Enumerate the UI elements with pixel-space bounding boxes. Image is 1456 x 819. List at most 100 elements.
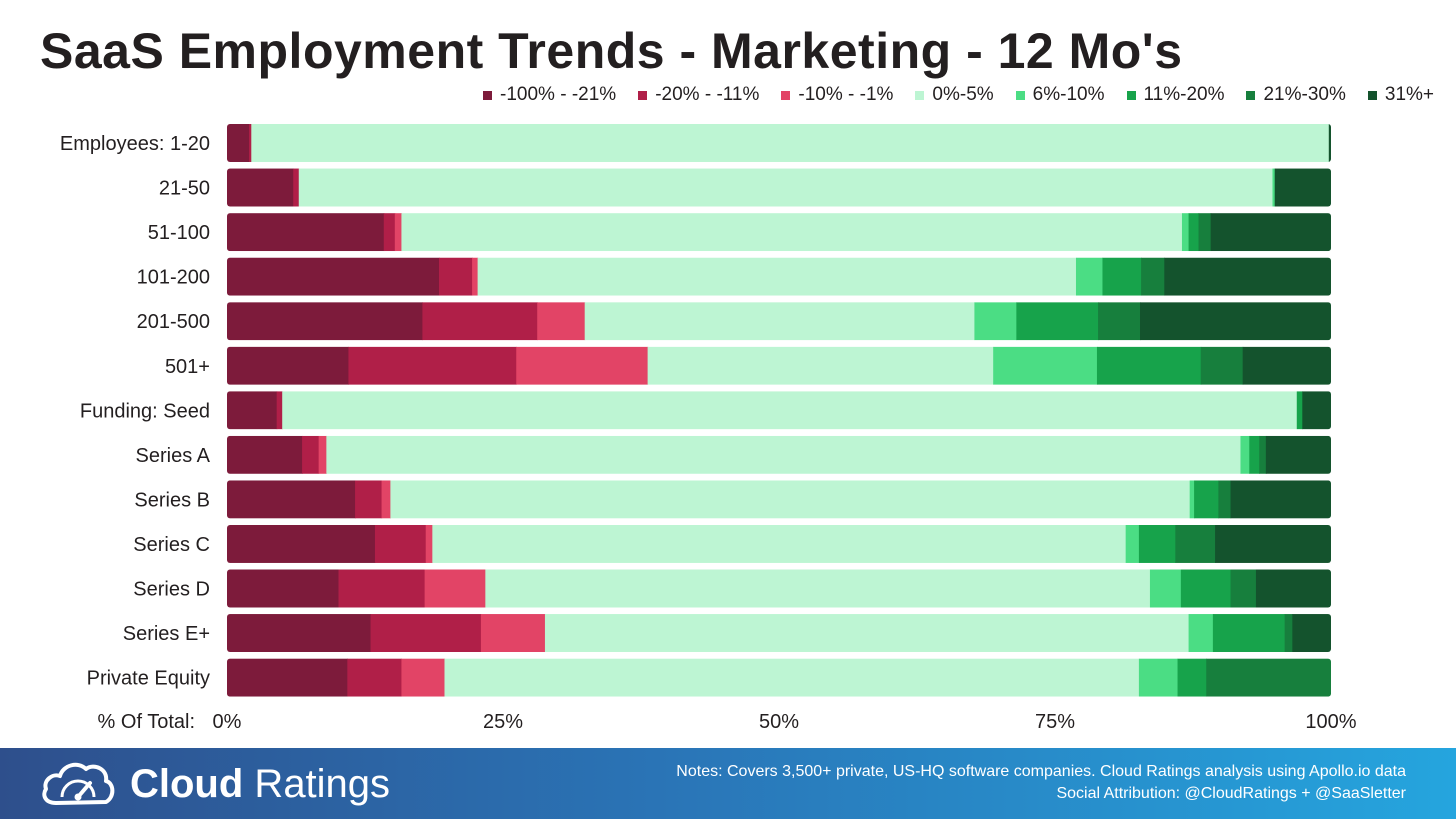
x-axis-label: % Of Total: — [98, 711, 195, 733]
bar-row — [227, 257, 1331, 296]
bar-segment — [381, 480, 391, 519]
category-label: 51-100 — [148, 222, 210, 244]
bar-segment — [401, 213, 1183, 252]
legend-swatch — [915, 90, 925, 100]
chart-title: SaaS Employment Trends - Marketing - 12 … — [40, 23, 1183, 79]
stacked-bar-chart: Employees: 1-20 21-50 51-100 101-200 201-500… — [60, 124, 1357, 733]
category-label: 101-200 — [137, 267, 210, 289]
bar-segment — [444, 658, 1140, 697]
bar-segment — [1255, 569, 1331, 608]
category-label: 501+ — [165, 356, 210, 378]
bar-segment — [1138, 658, 1179, 697]
bar-segment — [374, 524, 427, 563]
category-label: Funding: Seed — [80, 400, 210, 422]
category-label: Series C — [133, 534, 210, 556]
legend-item: 0%-5% — [915, 84, 994, 106]
x-tick-label: 100% — [1305, 711, 1356, 733]
bar-segment — [1098, 302, 1141, 341]
x-axis: % Of Total: 0% 25% 50% 75% 100% — [98, 711, 1357, 733]
bar-segment — [1188, 213, 1200, 252]
bar-row — [227, 124, 1331, 162]
legend-swatch — [1367, 90, 1377, 100]
bar-segment — [1206, 658, 1331, 697]
category-labels: Employees: 1-20 21-50 51-100 101-200 201-500… — [60, 133, 211, 690]
bar-segment — [227, 524, 376, 563]
bar-segment — [1141, 257, 1165, 296]
bar-segment — [1189, 480, 1195, 519]
notes-line: Notes: Covers 3,500+ private, US-HQ soft… — [676, 763, 1406, 780]
brand-name: Cloud Ratings — [130, 762, 390, 807]
bar-segment — [1272, 168, 1276, 207]
bar-area — [227, 124, 1331, 697]
bar-segment — [1215, 524, 1331, 563]
bar-segment — [1292, 614, 1331, 653]
legend-swatch — [1015, 90, 1025, 100]
bar-segment — [282, 391, 1298, 430]
legend-item: -100% - -21% — [483, 84, 616, 106]
bar-segment — [302, 435, 320, 474]
category-label: Series D — [133, 579, 210, 601]
bar-segment — [338, 569, 426, 608]
x-tick-label: 0% — [213, 711, 242, 733]
bar-segment — [394, 213, 403, 252]
bar-segment — [422, 302, 538, 341]
legend-item: 31%+ — [1367, 84, 1434, 106]
bar-segment — [227, 435, 303, 474]
legend-label: 31%+ — [1384, 84, 1434, 105]
bar-row — [227, 391, 1331, 430]
bar-segment — [1177, 658, 1207, 697]
bar-segment — [1230, 480, 1331, 519]
bar-segment — [1242, 346, 1331, 385]
category-label: Employees: 1-20 — [60, 133, 210, 155]
bar-segment — [477, 257, 1077, 296]
bar-segment — [1284, 614, 1293, 653]
bar-segment — [647, 346, 994, 385]
bar-segment — [401, 658, 446, 697]
bar-row — [227, 480, 1331, 519]
legend-label: -100% - -21% — [500, 84, 617, 105]
bar-segment — [227, 346, 350, 385]
bar-segment — [1075, 257, 1104, 296]
bar-segment — [1212, 614, 1286, 653]
cloud-gauge-icon — [42, 762, 115, 805]
bar-segment — [227, 213, 385, 252]
bar-segment — [584, 302, 976, 341]
bar-segment — [1149, 569, 1182, 608]
legend-swatch — [781, 90, 791, 100]
bar-segment — [1296, 391, 1303, 430]
legend-swatch — [638, 90, 648, 100]
bar-segment — [537, 302, 586, 341]
bar-segment — [485, 569, 1151, 608]
legend-swatch — [1126, 90, 1136, 100]
category-label: Series E+ — [123, 623, 210, 645]
legend-label: 0%-5% — [932, 84, 994, 105]
footer-banner: Cloud Ratings Notes: Covers 3,500+ priva… — [0, 748, 1456, 819]
category-label: Series B — [134, 489, 210, 511]
bar-segment — [1016, 302, 1099, 341]
bar-segment — [1102, 257, 1142, 296]
bar-segment — [251, 124, 1330, 162]
bar-segment — [1194, 480, 1219, 519]
bar-segment — [424, 569, 486, 608]
category-label: 21-50 — [159, 178, 210, 200]
bar-row — [227, 435, 1331, 474]
footer-notes: Notes: Covers 3,500+ private, US-HQ soft… — [676, 761, 1406, 805]
bar-segment — [425, 524, 433, 563]
bar-segment — [348, 346, 517, 385]
bar-segment — [438, 257, 473, 296]
bar-segment — [298, 168, 1274, 207]
category-label: 201-500 — [137, 311, 210, 333]
bar-segment — [1210, 213, 1331, 252]
bar-segment — [227, 569, 340, 608]
bar-segment — [390, 480, 1191, 519]
legend-swatch — [483, 90, 493, 100]
bar-segment — [318, 435, 327, 474]
bar-segment — [1240, 435, 1250, 474]
bar-segment — [293, 168, 300, 207]
bar-segment — [227, 302, 424, 341]
legend-item: -10% - -1% — [781, 84, 893, 106]
legend-item: 21%-30% — [1246, 84, 1346, 106]
x-tick-label: 75% — [1035, 711, 1075, 733]
bar-segment — [1198, 213, 1212, 252]
bar-segment — [1259, 435, 1267, 474]
